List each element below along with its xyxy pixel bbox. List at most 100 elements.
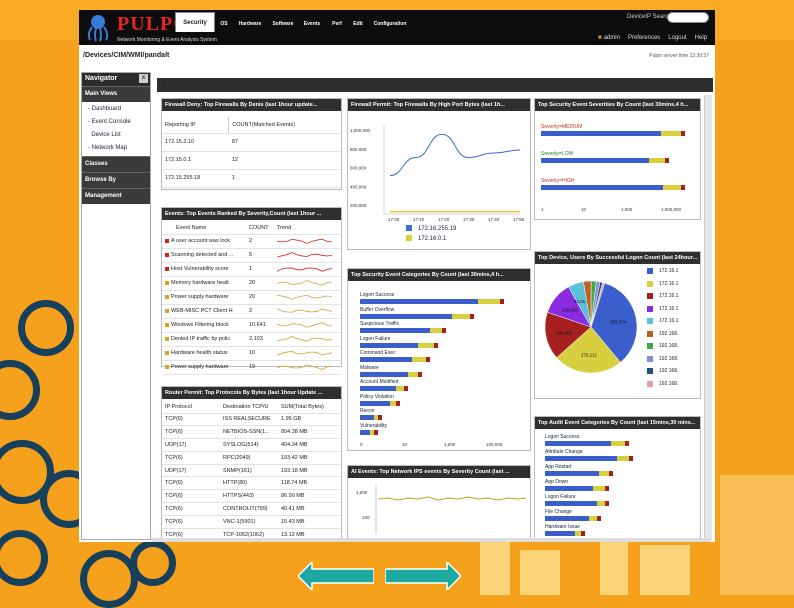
bar-segment[interactable] bbox=[581, 531, 585, 536]
bar-segment[interactable] bbox=[470, 313, 474, 319]
bar[interactable] bbox=[545, 516, 589, 521]
bar-segment[interactable] bbox=[605, 486, 609, 491]
bar[interactable] bbox=[545, 456, 617, 461]
breadcrumb[interactable]: /Devices/CIM/WMI/pandalt bbox=[83, 52, 170, 59]
nav-item-device-list[interactable]: Device List bbox=[82, 130, 150, 143]
collapse-navigator-button[interactable]: x bbox=[139, 74, 148, 83]
nav-item-event-console[interactable]: - Event Console bbox=[88, 119, 131, 125]
bar-segment[interactable] bbox=[452, 313, 470, 319]
bar[interactable] bbox=[545, 486, 593, 491]
tab-perf[interactable]: Perf bbox=[332, 21, 342, 27]
table-row[interactable]: Power supply hardware 19 bbox=[162, 360, 341, 375]
bar-segment[interactable] bbox=[599, 471, 609, 476]
bar-segment[interactable] bbox=[418, 342, 434, 348]
bar-segment[interactable] bbox=[611, 441, 625, 446]
bar-segment[interactable] bbox=[430, 328, 442, 333]
bar-segment[interactable] bbox=[390, 400, 396, 406]
pie-slice[interactable] bbox=[590, 282, 638, 363]
bar-segment[interactable] bbox=[434, 342, 438, 348]
bar[interactable] bbox=[545, 471, 599, 476]
bar-segment[interactable] bbox=[418, 371, 422, 377]
bar[interactable] bbox=[545, 531, 575, 536]
nav-section-management[interactable]: Management bbox=[82, 188, 150, 204]
table-row[interactable]: TCP(6) CONTROLIT(799) 40.41 MB bbox=[162, 502, 341, 516]
table-row[interactable]: TCP(6) VNC-1(5901) 15.43 MB bbox=[162, 515, 341, 529]
bar-segment[interactable] bbox=[681, 131, 685, 136]
bar[interactable] bbox=[541, 131, 661, 136]
col-header[interactable]: Event Name bbox=[162, 222, 246, 235]
bar-segment[interactable] bbox=[597, 501, 605, 506]
bar-segment[interactable] bbox=[593, 486, 605, 491]
col-header[interactable]: Destination TCP/U bbox=[220, 401, 278, 414]
legend-label[interactable]: 192.168. bbox=[659, 330, 679, 337]
bar-segment[interactable] bbox=[665, 158, 669, 163]
col-header[interactable]: Trend bbox=[274, 222, 341, 235]
bar[interactable] bbox=[360, 299, 478, 304]
legend-label[interactable]: 172.16.1 bbox=[659, 280, 679, 287]
bar[interactable] bbox=[360, 357, 412, 362]
table-row[interactable]: Scanning detected and ... 5 bbox=[162, 248, 341, 263]
horizontal-scrollbar[interactable] bbox=[151, 538, 711, 542]
bar[interactable] bbox=[360, 415, 374, 420]
bar-segment[interactable] bbox=[589, 516, 597, 521]
table-row[interactable]: Memory hardware healt 20 bbox=[162, 276, 341, 291]
back-arrow-icon[interactable] bbox=[298, 562, 374, 590]
bar-segment[interactable] bbox=[396, 386, 404, 391]
bar-segment[interactable] bbox=[370, 429, 374, 435]
bar[interactable] bbox=[541, 158, 649, 163]
pie-slice[interactable] bbox=[590, 282, 605, 328]
table-row[interactable]: UDP(17) SNMP(161) 193.18 MB bbox=[162, 464, 341, 478]
table-row[interactable]: TCP(6) ISS REALSECURE 1.95 GB bbox=[162, 413, 341, 427]
preferences-link[interactable]: Preferences bbox=[627, 35, 661, 41]
table-row[interactable]: Power supply hardware 20 bbox=[162, 290, 341, 305]
table-row[interactable]: TCP(6) NETBIOS-SSN(1... 804.38 MB bbox=[162, 425, 341, 440]
bar[interactable] bbox=[360, 386, 396, 391]
table-row[interactable]: TCP(6) RPC(2049) 193.42 MB bbox=[162, 451, 341, 465]
bar[interactable] bbox=[360, 328, 430, 333]
bar-segment[interactable] bbox=[649, 158, 665, 163]
nav-item-dashboard[interactable]: - Dashboard bbox=[88, 106, 122, 112]
legend-label[interactable]: 172.16.1 bbox=[659, 318, 679, 324]
bar-segment[interactable] bbox=[609, 471, 613, 476]
bar-segment[interactable] bbox=[408, 371, 418, 377]
table-row[interactable]: Hardware health status 10 bbox=[162, 346, 341, 361]
nav-item-network-map[interactable]: - Network Map bbox=[88, 145, 128, 151]
bar-segment[interactable] bbox=[396, 400, 400, 406]
tab-hardware[interactable]: Hardware bbox=[238, 21, 262, 27]
tab-security[interactable]: Security bbox=[175, 12, 215, 32]
help-link[interactable]: Help bbox=[694, 35, 707, 41]
nav-section-browse-by[interactable]: Browse By bbox=[82, 172, 150, 188]
table-row[interactable]: TCP(6) HTTP(80) 118.74 MB bbox=[162, 476, 341, 491]
tab-os[interactable]: OS bbox=[220, 21, 228, 27]
bar[interactable] bbox=[541, 185, 663, 190]
bar-segment[interactable] bbox=[661, 131, 681, 136]
bar-segment[interactable] bbox=[478, 299, 500, 304]
nav-section-main-views[interactable]: Main Views bbox=[82, 86, 150, 102]
tab-menu-arrow-icon[interactable]: ▼ bbox=[161, 81, 167, 87]
bar-segment[interactable] bbox=[374, 415, 378, 420]
tab-configuration[interactable]: Configuration bbox=[373, 21, 407, 27]
legend-label[interactable]: 192.168. bbox=[659, 355, 679, 362]
vertical-scrollbar[interactable] bbox=[704, 95, 712, 540]
bar-segment[interactable] bbox=[426, 357, 430, 362]
col-header[interactable]: COUNT(Matched Events) bbox=[228, 117, 341, 134]
table-row[interactable]: A user account was lock 2 bbox=[162, 234, 341, 249]
bar-segment[interactable] bbox=[625, 441, 629, 446]
bar-segment[interactable] bbox=[597, 516, 601, 521]
bar-segment[interactable] bbox=[681, 185, 685, 190]
bar[interactable] bbox=[360, 342, 418, 348]
table-row[interactable]: Denied IP traffic by polic 2,103 bbox=[162, 332, 341, 347]
bar[interactable] bbox=[360, 429, 370, 435]
table-row[interactable]: Windows Filtering block 10,641 bbox=[162, 318, 341, 333]
col-header[interactable]: Reporting IP bbox=[162, 117, 230, 134]
table-row[interactable]: WEB-MISC PCT Client H 2 bbox=[162, 304, 341, 319]
table-row[interactable]: Host Vulnerability score 1 bbox=[162, 262, 341, 277]
bar-segment[interactable] bbox=[617, 456, 629, 461]
logout-link[interactable]: Logout bbox=[668, 35, 687, 41]
table-row[interactable]: UDP(17) SYSLOG(514) 404.34 MB bbox=[162, 438, 341, 452]
legend-label[interactable]: 192.168. bbox=[659, 380, 679, 387]
col-header[interactable]: IP Protocol bbox=[162, 401, 220, 414]
bar-segment[interactable] bbox=[442, 328, 446, 333]
tab-software[interactable]: Software bbox=[272, 21, 294, 27]
bar-segment[interactable] bbox=[500, 299, 504, 304]
